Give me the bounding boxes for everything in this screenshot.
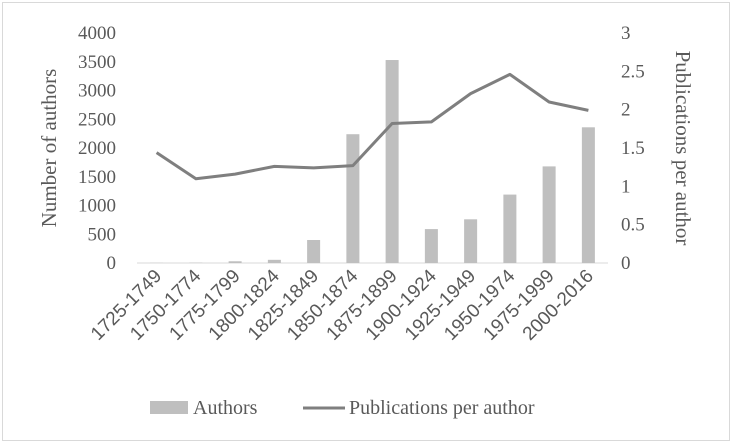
publications-per-author-line (155, 72, 589, 181)
authors-bar (464, 219, 478, 263)
y-axis-title: Number of authors (37, 69, 61, 228)
chart-frame (2, 2, 730, 441)
y-tick-label: 1000 (78, 196, 116, 217)
legend: Authors Publications per author (150, 397, 535, 419)
authors-bar (424, 229, 438, 263)
legend-authors-label: Authors (193, 397, 258, 419)
y-tick-label: 2000 (78, 138, 116, 159)
y2-tick-label: 1.5 (621, 138, 645, 159)
y-tick-label: 500 (88, 224, 117, 245)
authors-bar (228, 261, 242, 263)
y-axis-ticks: 0 500 1000 1500 2000 2500 3000 3500 4000 (78, 23, 116, 274)
y-tick-label: 0 (107, 253, 117, 274)
authors-bar (267, 259, 281, 263)
authors-bar (503, 194, 517, 263)
y-tick-label: 4000 (78, 23, 116, 44)
y2-tick-label: 2.5 (621, 61, 645, 82)
authors-bar (307, 240, 321, 263)
y-tick-label: 1500 (78, 167, 116, 188)
y2-tick-label: 3 (621, 23, 631, 44)
y-tick-label: 2500 (78, 109, 116, 130)
y2-tick-label: 2 (621, 100, 631, 121)
y2-axis-title: Publications per author (671, 51, 695, 246)
authors-bars (150, 60, 595, 264)
authors-bar (346, 134, 360, 263)
authors-bar (581, 127, 595, 263)
authors-bar (385, 60, 399, 264)
y-tick-label: 3000 (78, 81, 116, 102)
x-axis-ticks: 1725-17491750-17741775-17991800-18241825… (87, 265, 598, 344)
legend-authors-swatch (150, 401, 188, 414)
authors-bar (542, 166, 556, 263)
y2-tick-label: 0.5 (621, 215, 645, 236)
y2-tick-label: 1 (621, 176, 631, 197)
legend-publications-label: Publications per author (349, 397, 535, 419)
y-tick-label: 3500 (78, 52, 116, 73)
y2-axis-ticks: 0 0.5 1 1.5 2 2.5 3 (621, 23, 645, 274)
y2-tick-label: 0 (621, 253, 631, 274)
